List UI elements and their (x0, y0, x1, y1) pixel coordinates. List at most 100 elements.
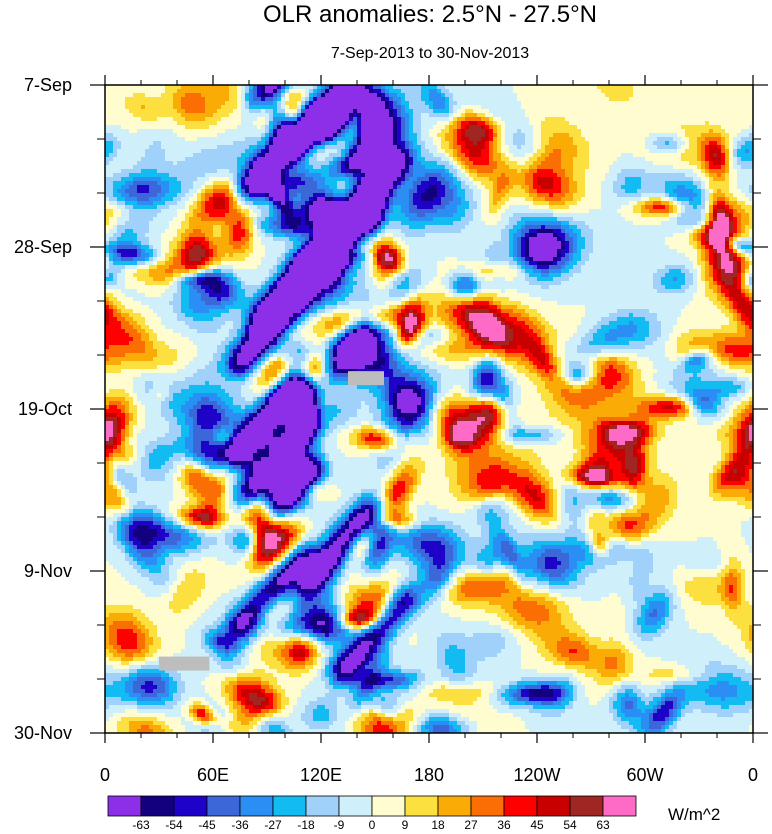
field-cell (425, 117, 429, 121)
field-cell (121, 121, 125, 125)
field-cell (741, 129, 745, 133)
field-cell (709, 133, 713, 137)
field-cell (289, 113, 293, 117)
field-cell (337, 101, 341, 105)
field-cell (341, 113, 345, 117)
field-cell (465, 137, 469, 141)
field-cell (485, 137, 489, 141)
field-cell (465, 121, 469, 125)
field-cell (685, 89, 689, 93)
field-cell (509, 105, 513, 109)
field-cell (485, 125, 489, 129)
field-cell (389, 125, 393, 129)
field-cell (305, 141, 309, 145)
field-cell (609, 113, 613, 117)
field-cell (445, 109, 449, 113)
field-cell (513, 93, 517, 97)
field-cell (573, 133, 577, 137)
field-cell (453, 101, 457, 105)
field-cell (513, 101, 517, 105)
field-cell (569, 141, 573, 145)
field-cell (533, 105, 537, 109)
field-cell (481, 101, 485, 105)
field-cell (437, 145, 441, 149)
field-cell (301, 129, 305, 133)
field-cell (597, 129, 601, 133)
field-cell (721, 117, 725, 121)
field-cell (345, 133, 349, 137)
field-cell (625, 113, 629, 117)
field-cell (201, 105, 205, 109)
field-cell (717, 141, 721, 145)
field-cell (157, 145, 161, 149)
field-cell (557, 141, 561, 145)
field-cell (157, 141, 161, 145)
field-cell (729, 89, 733, 93)
field-cell (369, 133, 373, 137)
field-cell (425, 109, 429, 113)
field-cell (457, 141, 461, 145)
field-cell (365, 145, 369, 149)
field-cell (317, 133, 321, 137)
field-cell (653, 93, 657, 97)
field-cell (193, 129, 197, 133)
field-cell (681, 105, 685, 109)
field-cell (665, 113, 669, 117)
field-cell (437, 97, 441, 101)
field-cell (357, 145, 361, 149)
field-cell (633, 97, 637, 101)
field-cell (693, 129, 697, 133)
field-cell (389, 89, 393, 93)
field-cell (357, 121, 361, 125)
field-cell (193, 101, 197, 105)
field-cell (649, 109, 653, 113)
field-cell (245, 109, 249, 113)
field-cell (597, 141, 601, 145)
field-cell (153, 105, 157, 109)
field-cell (281, 89, 285, 93)
field-cell (541, 141, 545, 145)
field-cell (249, 105, 253, 109)
field-cell (241, 105, 245, 109)
field-cell (589, 109, 593, 113)
field-cell (505, 93, 509, 97)
field-cell (513, 117, 517, 121)
field-cell (489, 97, 493, 101)
field-cell (725, 141, 729, 145)
field-cell (421, 105, 425, 109)
field-cell (317, 117, 321, 121)
field-cell (537, 145, 541, 149)
field-cell (349, 101, 353, 105)
field-cell (325, 133, 329, 137)
field-cell (533, 93, 537, 97)
field-cell (621, 89, 625, 93)
field-cell (353, 105, 357, 109)
field-cell (181, 137, 185, 141)
field-cell (157, 109, 161, 113)
field-cell (549, 137, 553, 141)
field-cell (269, 105, 273, 109)
field-cell (745, 101, 749, 105)
field-cell (149, 129, 153, 133)
field-cell (245, 145, 249, 149)
field-cell (681, 89, 685, 93)
field-cell (417, 109, 421, 113)
field-cell (641, 145, 645, 149)
field-cell (161, 129, 165, 133)
field-cell (305, 129, 309, 133)
field-cell (453, 109, 457, 113)
field-cell (213, 133, 217, 137)
field-cell (397, 101, 401, 105)
field-cell (585, 141, 589, 145)
field-cell (281, 149, 285, 153)
field-cell (197, 125, 201, 129)
field-cell (561, 141, 565, 145)
field-cell (265, 97, 269, 101)
field-cell (361, 93, 365, 97)
field-cell (413, 113, 417, 117)
field-cell (141, 113, 145, 117)
field-cell (629, 101, 633, 105)
field-cell (373, 145, 377, 149)
field-cell (425, 101, 429, 105)
field-cell (533, 133, 537, 137)
